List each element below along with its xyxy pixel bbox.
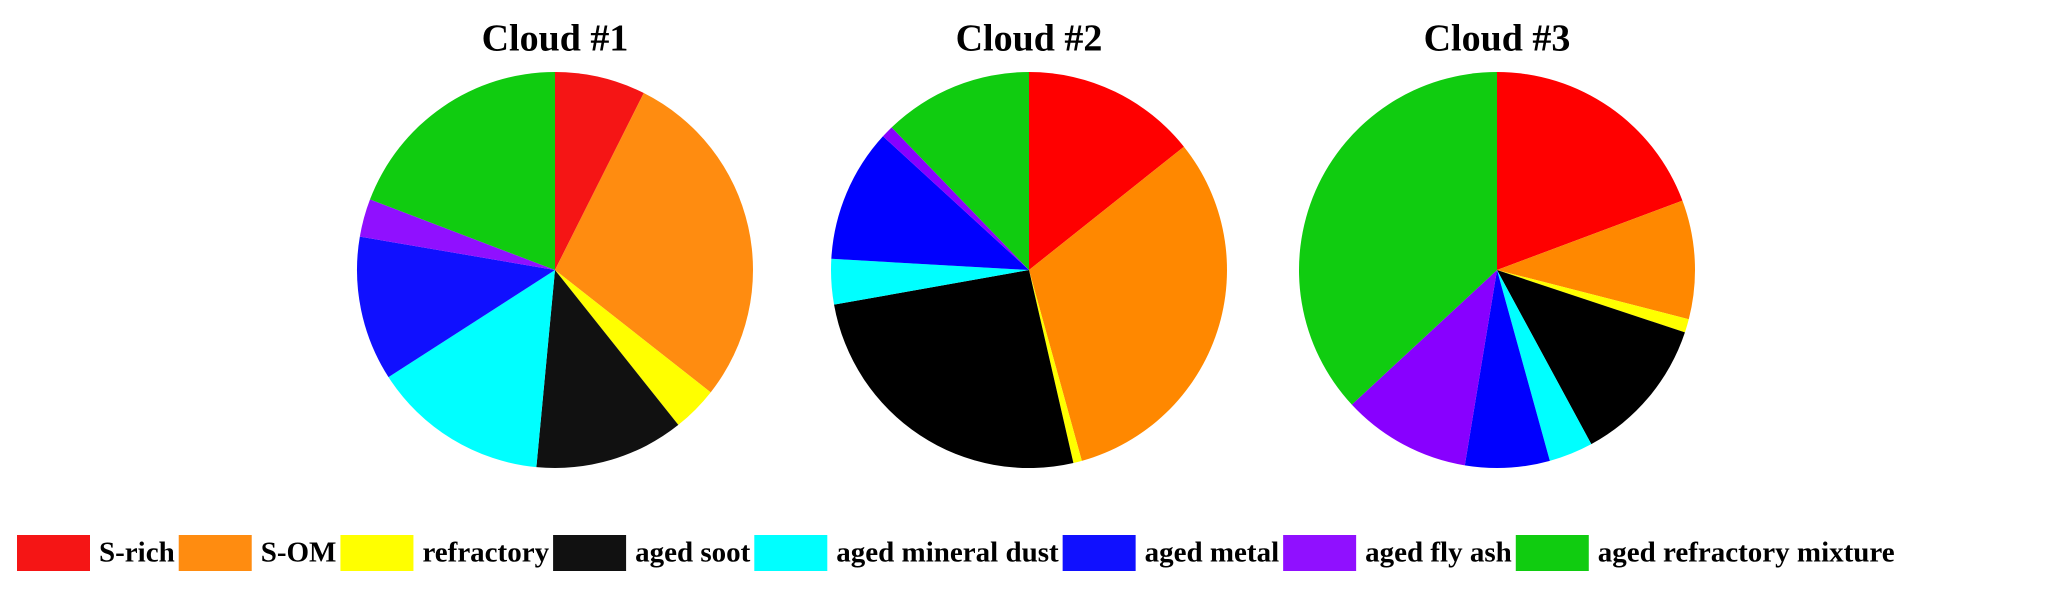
chart-title: Cloud #3 bbox=[1424, 18, 1571, 60]
pie-slice bbox=[1497, 72, 1683, 270]
pie-slice bbox=[1497, 270, 1689, 333]
legend-label: aged metal bbox=[1145, 537, 1280, 569]
pie-slice bbox=[830, 258, 1029, 305]
legend-label: aged fly ash bbox=[1365, 537, 1512, 569]
pie-slice bbox=[555, 270, 711, 425]
pie-slice bbox=[388, 270, 555, 468]
pie-slice bbox=[1351, 270, 1497, 466]
legend-label: refractory bbox=[422, 537, 549, 569]
legend-swatch bbox=[178, 535, 252, 571]
pie-slice bbox=[834, 270, 1074, 469]
legend-swatch bbox=[553, 535, 627, 571]
legend-label: aged mineral dust bbox=[836, 537, 1059, 569]
pie-slice bbox=[555, 93, 754, 393]
pie-slice bbox=[1497, 270, 1592, 461]
legend-swatch bbox=[17, 535, 90, 571]
pie-slice bbox=[831, 136, 1029, 270]
pie-slice bbox=[1029, 72, 1184, 270]
legend-swatch bbox=[340, 535, 414, 571]
pie-slice bbox=[359, 199, 555, 270]
legend-swatch bbox=[754, 535, 828, 571]
legend-swatch bbox=[1283, 535, 1357, 571]
pie-slice bbox=[536, 270, 679, 469]
pie-slice bbox=[1299, 72, 1497, 405]
pie-slice bbox=[1029, 270, 1082, 463]
pie-slice bbox=[1497, 200, 1695, 320]
pie-slice bbox=[891, 72, 1029, 270]
pie-slice bbox=[555, 72, 644, 270]
legend-swatch bbox=[1515, 535, 1589, 571]
chart-title: Cloud #1 bbox=[482, 18, 629, 60]
chart-title: Cloud #2 bbox=[956, 18, 1103, 60]
pie-slice bbox=[357, 236, 555, 378]
legend-label: S-OM bbox=[261, 537, 337, 569]
pie-slice bbox=[370, 72, 555, 270]
pie-slice bbox=[882, 127, 1029, 270]
pie-slice bbox=[1464, 270, 1550, 469]
pie-slice bbox=[1029, 146, 1227, 461]
legend-swatch bbox=[1062, 535, 1136, 571]
pie-slice bbox=[1497, 270, 1685, 445]
legend-label: S-rich bbox=[99, 537, 175, 569]
legend-label: aged soot bbox=[635, 537, 751, 569]
legend-label: aged refractory mixture bbox=[1598, 537, 1895, 569]
